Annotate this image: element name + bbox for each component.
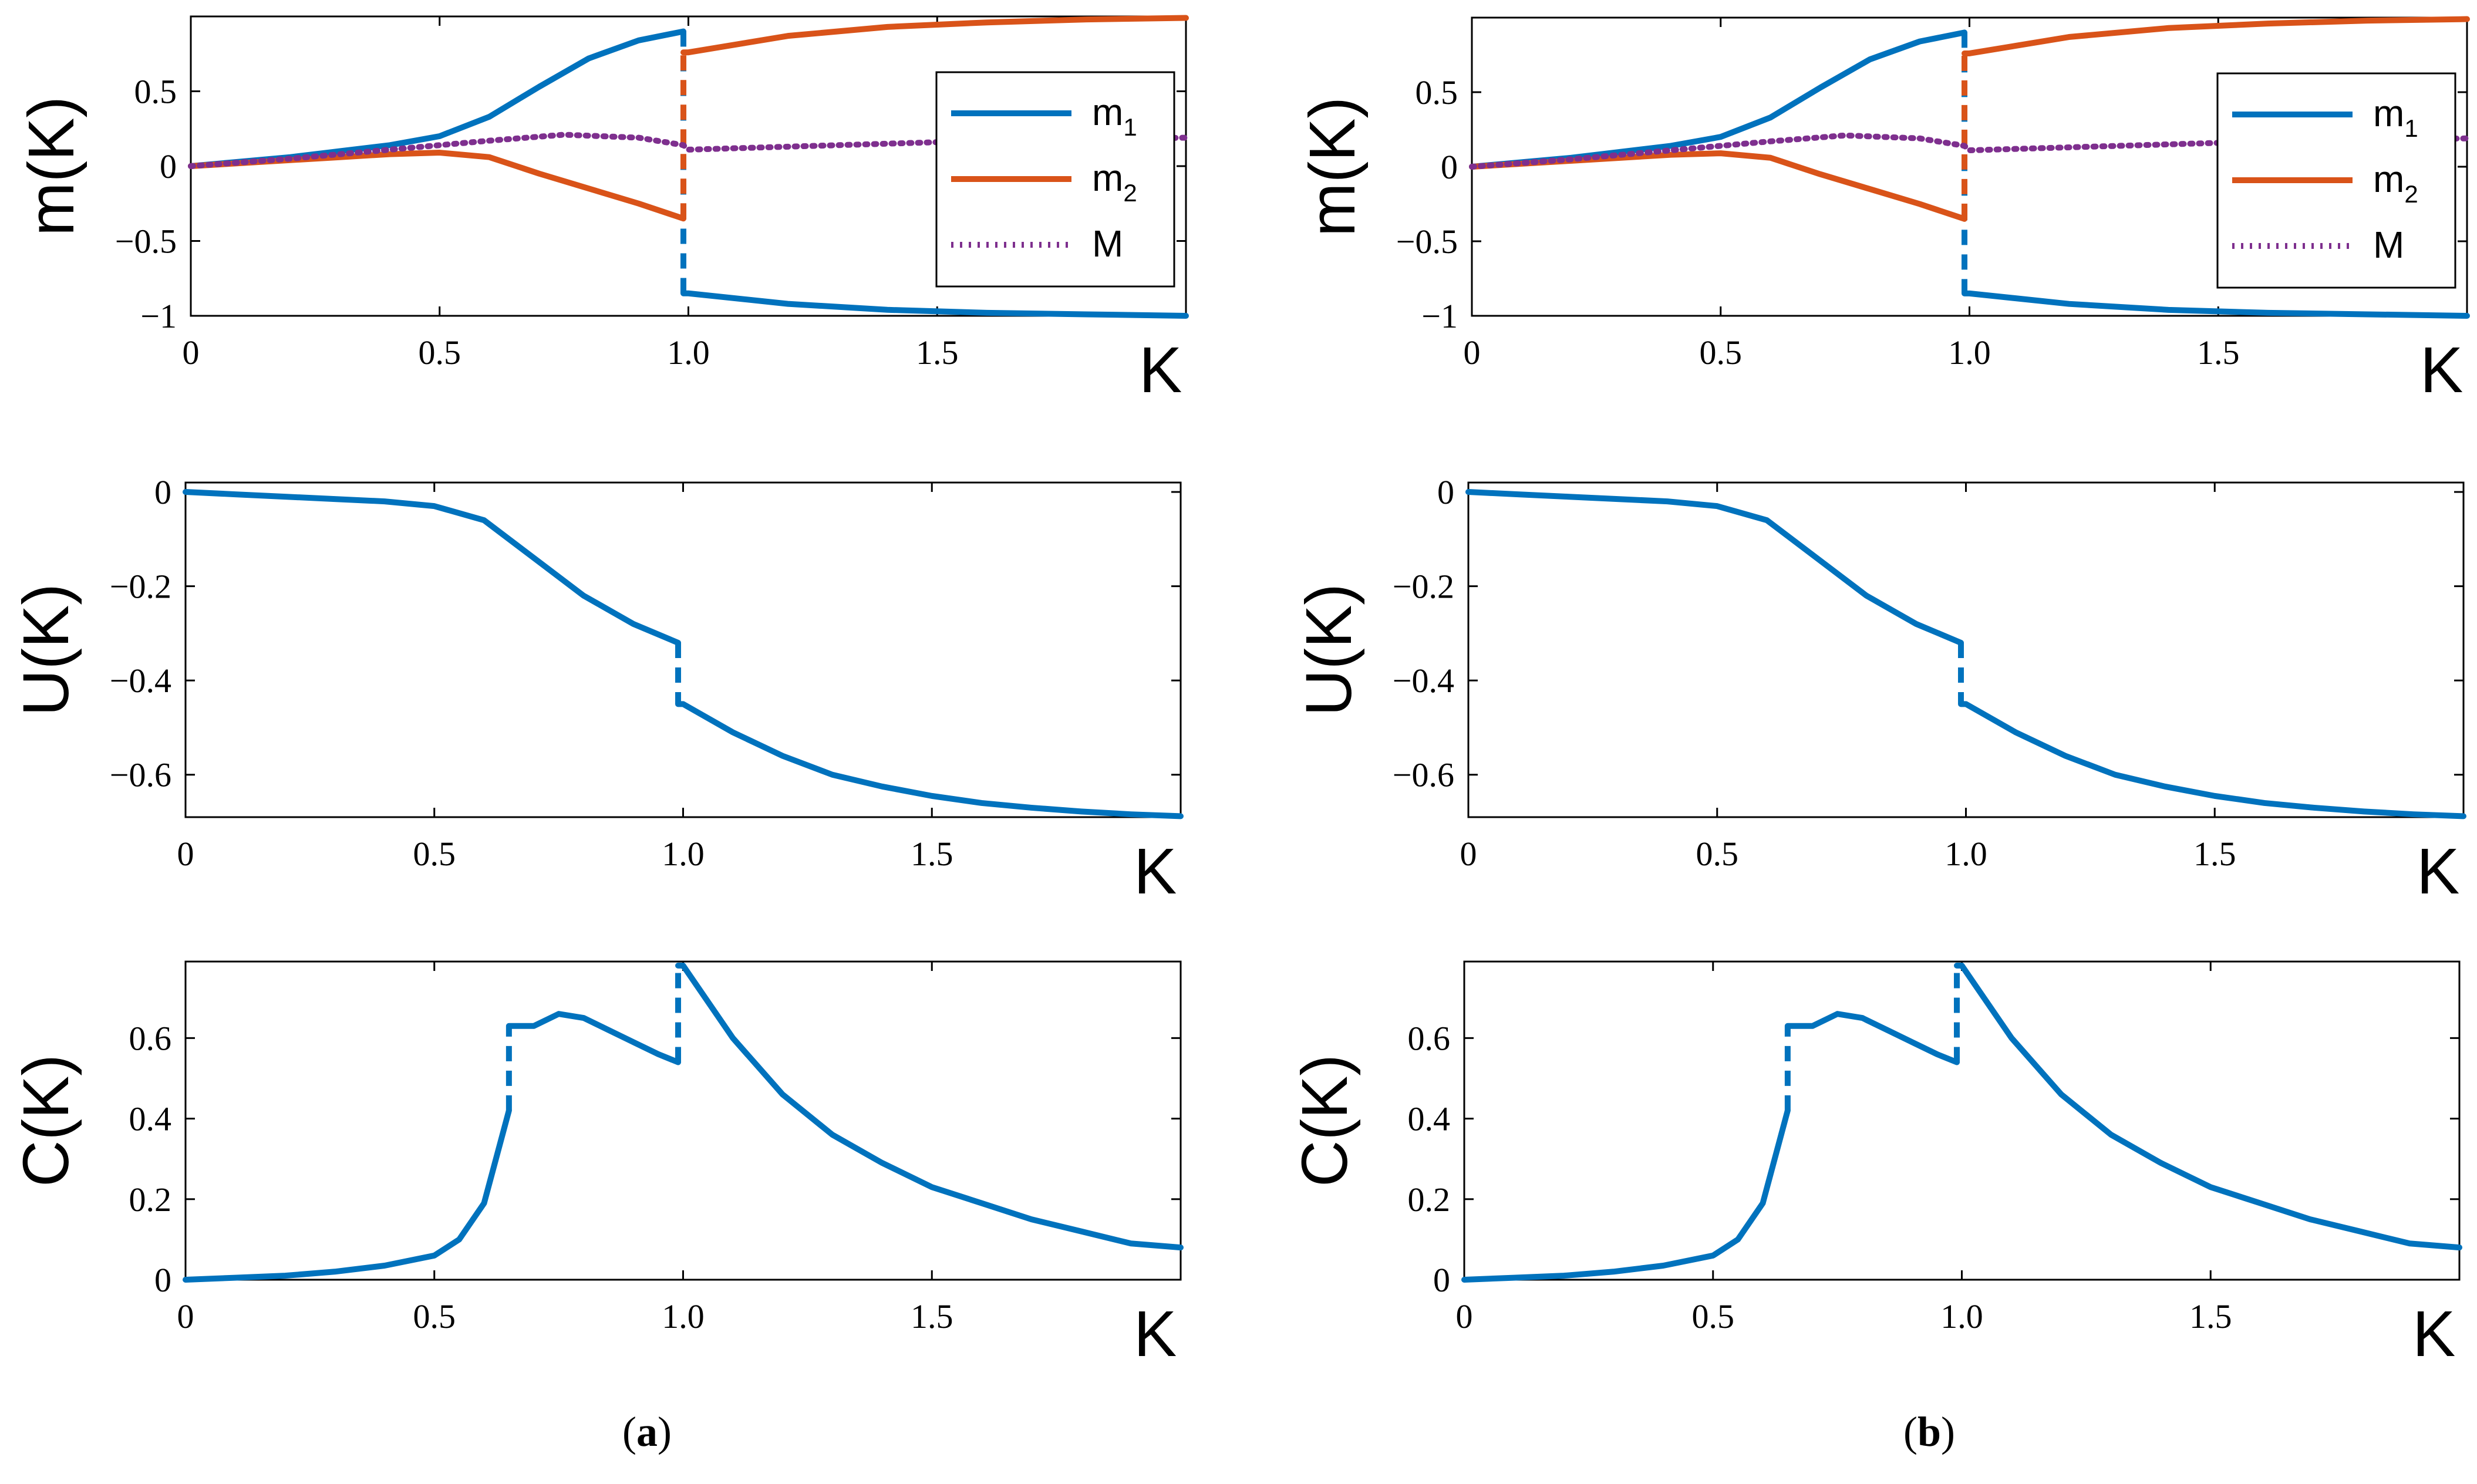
series-C-line	[1784, 1011, 1960, 1065]
caption-a-letter: a	[636, 1408, 658, 1455]
y-axis-label: m(K)	[1296, 97, 1369, 237]
series-C-line	[675, 962, 1184, 1251]
y-tick-label: −1	[1421, 297, 1458, 335]
y-axis-label: U(K)	[1293, 584, 1365, 716]
y-axis-label: U(K)	[10, 584, 82, 716]
x-axis-label: K	[1139, 334, 1182, 406]
x-tick-label: 0	[1464, 333, 1481, 372]
x-tick-label: 0.5	[413, 1297, 456, 1335]
x-tick-label: 0.5	[419, 333, 461, 372]
x-tick-label: 1.0	[1948, 333, 1991, 372]
y-tick-label: −0.5	[115, 222, 177, 261]
x-axis-label: K	[2420, 334, 2463, 406]
series-C-line	[1461, 1107, 1791, 1283]
axes-box	[184, 960, 1182, 1281]
series-M-line	[188, 131, 1189, 169]
x-tick-label: 0	[177, 1297, 194, 1335]
series-U-line	[1465, 489, 1964, 646]
y-tick-label: 0.4	[1408, 1100, 1451, 1138]
y-tick-label: −0.6	[110, 756, 171, 794]
x-tick-label: 1.5	[916, 333, 959, 372]
panel-b-u: 0 0.5 1.0 1.5 0 −0.2 −0.4 −0.6 K U(K)	[1293, 473, 2466, 908]
y-tick-label: 0	[154, 473, 171, 511]
y-tick-label: −1	[140, 297, 177, 335]
x-tick-label: 1.0	[1944, 835, 1987, 873]
x-tick-label: 0.5	[1696, 835, 1739, 873]
series-m2-line	[680, 15, 1189, 56]
legend-label: M	[1092, 222, 1123, 265]
panel-a-u: 0 0.5 1.0 1.5 0 −0.2 −0.4 −0.6 K U(K)	[10, 473, 1184, 908]
x-axis-label: K	[2412, 1298, 2455, 1370]
x-tick-label: 0	[1456, 1297, 1473, 1335]
y-axis-label: C(K)	[10, 1054, 82, 1187]
series-U-line	[675, 701, 1184, 819]
y-tick-label: −0.5	[1396, 222, 1458, 261]
axes-box	[1467, 481, 2465, 818]
legend-label: M	[2373, 224, 2404, 266]
series-m2-line	[1962, 16, 2470, 56]
series-C-line	[505, 1011, 682, 1065]
y-tick-label: 0	[1433, 1261, 1450, 1299]
x-tick-label: 0	[1460, 835, 1477, 873]
y-tick-label: 0.2	[1408, 1181, 1451, 1219]
x-tick-label: 1.0	[1940, 1297, 1983, 1335]
caption-b-letter: b	[1917, 1408, 1942, 1455]
y-tick-label: −0.2	[1393, 568, 1454, 606]
x-tick-label: 0	[183, 333, 200, 372]
x-tick-label: 1.5	[2197, 333, 2240, 372]
y-tick-label: 0.5	[134, 73, 177, 111]
caption-a: (a)	[622, 1408, 672, 1455]
panel-a-c: 0 0.5 1.0 1.5 0 0.2 0.4 0.6 K C(K)	[10, 960, 1184, 1370]
axes-box	[184, 481, 1182, 818]
y-tick-label: 0	[160, 147, 177, 186]
y-tick-label: 0	[154, 1261, 171, 1299]
series-U-line	[183, 489, 682, 646]
x-tick-label: 1.0	[662, 835, 705, 873]
y-tick-label: 0.6	[129, 1019, 172, 1057]
y-tick-label: −0.2	[110, 568, 171, 606]
panel-b-c: 0 0.5 1.0 1.5 0 0.2 0.4 0.6 K C(K)	[1289, 960, 2462, 1370]
x-tick-label: 1.5	[911, 835, 953, 873]
series-m1-line	[1962, 290, 2470, 319]
y-tick-label: 0	[1437, 473, 1454, 511]
x-tick-label: 1.0	[662, 1297, 705, 1335]
x-tick-label: 0	[177, 835, 194, 873]
y-tick-label: 0	[1441, 148, 1458, 186]
x-tick-label: 0.5	[1692, 1297, 1735, 1335]
y-tick-label: 0.6	[1408, 1019, 1451, 1057]
series-C-line	[1954, 962, 2462, 1251]
x-tick-label: 0.5	[413, 835, 456, 873]
x-axis-label: K	[1134, 1298, 1177, 1370]
y-axis-label: C(K)	[1289, 1054, 1361, 1187]
caption-b: (b)	[1903, 1408, 1956, 1455]
y-tick-label: −0.6	[1393, 756, 1454, 794]
series-C-line	[183, 1107, 512, 1283]
series-m1-line	[680, 290, 1189, 319]
y-tick-label: 0.4	[129, 1100, 172, 1138]
x-axis-label: K	[2417, 835, 2459, 908]
series-U-line	[1958, 701, 2466, 819]
x-tick-label: 1.0	[667, 333, 710, 372]
x-tick-label: 1.5	[2193, 835, 2236, 873]
x-tick-label: 0.5	[1700, 333, 1743, 372]
x-tick-label: 1.5	[2189, 1297, 2232, 1335]
x-axis-label: K	[1134, 835, 1177, 908]
x-tick-label: 1.5	[911, 1297, 953, 1335]
y-tick-label: −0.4	[110, 662, 171, 700]
axes-box	[1463, 960, 2461, 1281]
y-tick-label: 0.2	[129, 1181, 172, 1219]
y-tick-label: 0.5	[1416, 73, 1458, 112]
y-axis-label: m(K)	[15, 96, 87, 236]
y-tick-label: −0.4	[1393, 662, 1454, 700]
series-M-line	[1469, 132, 2470, 170]
